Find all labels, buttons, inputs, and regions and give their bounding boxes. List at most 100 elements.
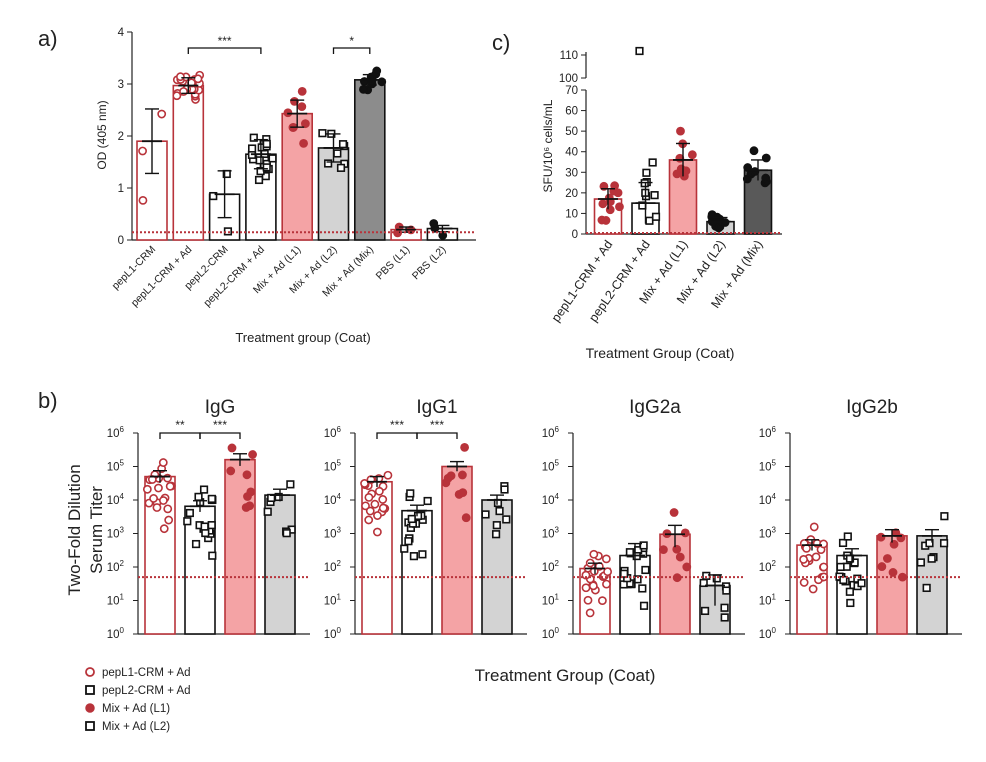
legend: pepL1-CRM + Ad pepL2-CRM + Ad Mix + Ad (…: [85, 667, 191, 733]
panel-b-points-igg1-3-point: [500, 485, 509, 494]
panel-b-subplot-title-igg2a: IgG2a: [629, 397, 681, 418]
panel-b-y-tick-label: 101: [542, 593, 560, 608]
panel-b-bar-group-igg1-3: [481, 482, 513, 635]
panel-b-points-igg2a-3-point: [720, 613, 729, 622]
panel-b-y-tick-exponent: 6: [555, 425, 560, 434]
panel-b-points-igg2b-1-point: [846, 598, 855, 608]
panel-a-points-pepl2-crm: [209, 169, 233, 236]
panel-b-points-igg2b-1-point: [857, 579, 866, 588]
panel-c-y-tick-label: 0: [572, 229, 578, 241]
panel-a-significance-bracket: [187, 47, 262, 54]
panel-b-y-tick-exponent: 2: [555, 559, 560, 568]
panel-b-points-igg-2-point: [227, 443, 237, 453]
panel-b-points-igg-0-point: [163, 504, 173, 514]
panel-b-y-tick-label: 104: [759, 492, 777, 507]
panel-c-points-pepl2-crm-ad-point: [645, 216, 654, 225]
panel-b-points-igg-2-point: [245, 501, 255, 511]
panel-b-points-igg2b-3-point: [922, 583, 931, 593]
panel-b-y-tick-exponent: 3: [337, 526, 342, 535]
panel-a-bar-mix-ad-l1: [281, 112, 314, 241]
panel-a-points-pepl1-crm: [138, 109, 167, 205]
panel-a-y-tick-label: 3: [118, 79, 124, 91]
panel-b-significance-bracket: [159, 432, 201, 439]
panel-b-bar-group-igg2a-0: [579, 549, 613, 635]
panel-b-y-tick-label: 102: [542, 559, 560, 574]
panel-a-points-pepl2-crm-ad-point: [262, 139, 271, 149]
panel-a-x-tick-label-pbs-l2: PBS (L2): [410, 244, 449, 283]
panel-b-points-igg2b-3-point: [939, 539, 949, 548]
panel-b-points-igg1-0-point: [364, 492, 374, 502]
panel-b-y-tick-label: 100: [107, 626, 125, 641]
panel-b-bar-igg1-1: [401, 509, 433, 635]
panel-b-subplot-title-igg: IgG: [205, 397, 236, 418]
panel-c-points-pepl1-crm-ad-point: [597, 215, 607, 225]
panel-a-points-mix-ad-l2-point: [318, 129, 327, 138]
panel-b-points-igg1-1-point: [407, 514, 416, 524]
panel-b-points-igg2b-2-point: [888, 568, 898, 577]
panel-a-bar-pepl1-crm-ad: [172, 84, 205, 241]
panel-a-bar-group-mix-ad-l1: [281, 86, 314, 241]
panel-b-y-tick-label: 105: [542, 459, 560, 474]
panel-b-points-igg-0-point: [152, 503, 162, 512]
panel-b-points-igg-3: [263, 480, 296, 538]
panel-b-bar-igg-3: [264, 494, 296, 635]
panel-b-points-igg-2-point: [226, 466, 236, 476]
panel-b-bar-group-igg-3: [263, 480, 296, 635]
panel-b-bar-group-igg-1: [183, 485, 217, 635]
panel-b-y-title-line2: Serum Titer: [87, 486, 106, 574]
panel-b-y-tick-exponent: 0: [337, 626, 342, 635]
panel-b-points-igg1-3-point: [491, 530, 501, 539]
panel-b-points-igg-0-point: [163, 473, 172, 483]
panel-b-points-igg1-1-point: [418, 550, 427, 559]
panel-b-points-igg2b-3-point: [940, 512, 949, 521]
panel-b-points-igg1-2: [441, 442, 471, 523]
panel-b-bar-group-igg-0: [142, 458, 176, 635]
panel-b-bar-igg2b-2: [876, 535, 908, 635]
panel-b-y-tick-exponent: 2: [337, 559, 342, 568]
panel-a-points-pepl1-crm-ad-point: [193, 74, 203, 84]
panel-a-bar-group-mix-ad-mix: [353, 66, 387, 241]
panel-b-points-igg2a-0-point: [597, 596, 607, 606]
panel-b-points-igg-1-point: [183, 517, 192, 526]
panel-b-bar-igg2b-3: [916, 535, 948, 635]
panel-b-points-igg-1-point: [200, 522, 209, 531]
panel-b-y-tick-exponent: 1: [337, 593, 342, 602]
panel-b-y-tick-label: 104: [542, 492, 560, 507]
panel-b-y-tick-exponent: 4: [555, 492, 560, 501]
panel-b-bar-group-igg2b-1: [835, 532, 868, 635]
panel-b-bar-group-igg2b-3: [916, 512, 949, 635]
legend-label-pepl2: pepL2-CRM + Ad: [102, 685, 191, 697]
panel-a-points-pepl1-crm-point: [157, 109, 167, 119]
panel-b-points-igg2b-3-point: [925, 539, 934, 548]
panel-a-points-mix-ad-l1-point: [283, 108, 293, 118]
panel-a-points-pepl1-crm-ad-point: [172, 91, 182, 101]
panel-b-points-igg2a-2-point: [680, 528, 690, 538]
panel-b-points-igg2a-3-point: [702, 571, 711, 580]
panel-b-y-tick-label: 103: [107, 526, 125, 541]
panel-c-y-tick-label: 60: [565, 106, 578, 118]
panel-b-points-igg-0-point: [164, 515, 174, 525]
panel-b-points-igg2a-1-point: [639, 601, 649, 610]
panel-b-y-tick-exponent: 1: [120, 593, 125, 602]
panel-a-points-pepl2-crm-ad-point: [247, 144, 257, 153]
panel-b-y-tick-label: 104: [324, 492, 342, 507]
panel-c-bar-group-pepl1-crm-ad: [593, 181, 624, 235]
panel-b-points-igg-2-point: [248, 450, 257, 459]
panel-b-points-igg2b-1-point: [836, 562, 845, 572]
panel-a-points-mix-ad-l1-point: [299, 138, 308, 148]
panel-b-points-igg1-3-point: [492, 521, 501, 530]
panel-b-y-tick-exponent: 2: [120, 559, 125, 568]
panel-b-points-igg1-3-point: [481, 510, 490, 519]
panel-c-points-mix-ad-mix: [742, 146, 771, 188]
panel-c-points-pepl1-crm-ad-point: [615, 202, 624, 212]
panel-b-points-igg1-0-point: [378, 495, 388, 504]
panel-b-bar-group-igg1-1: [400, 489, 433, 635]
panel-b-bar-group-igg2a-3: [699, 571, 731, 635]
panel-b-points-igg-2-point: [242, 470, 252, 480]
panel-c-y-tick-label: 50: [565, 126, 578, 138]
